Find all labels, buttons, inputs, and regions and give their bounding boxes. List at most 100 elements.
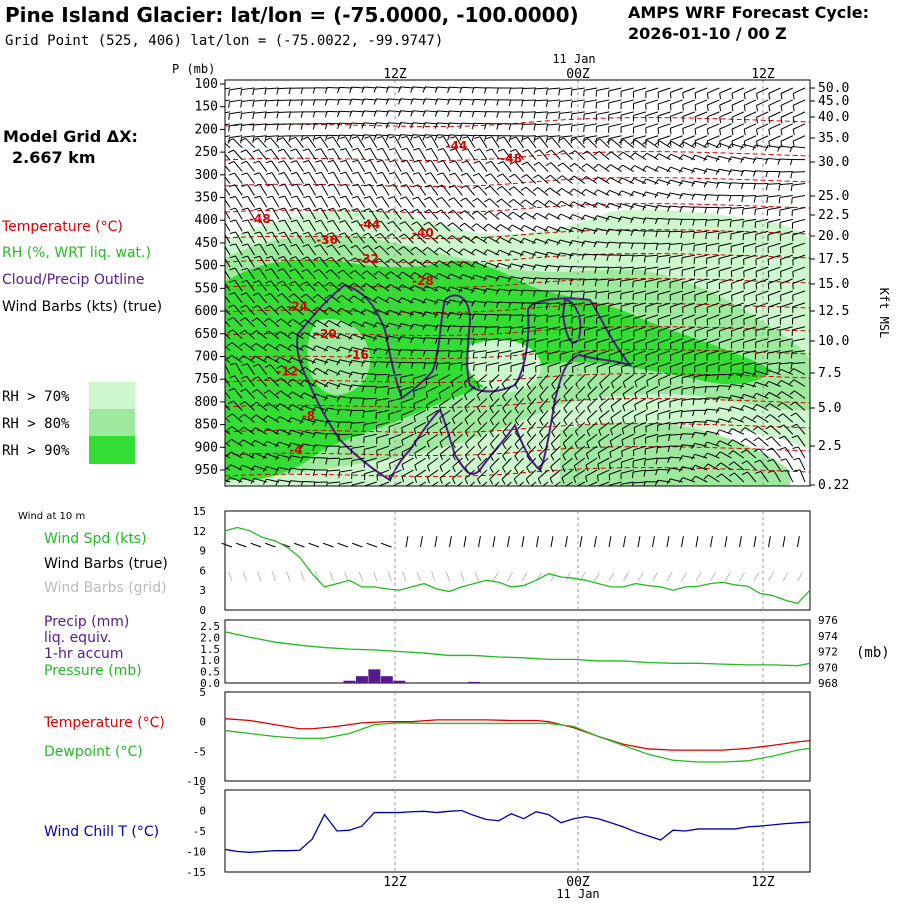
- pressure-tick-100: 100: [195, 77, 218, 92]
- pressure-tick-300: 300: [195, 168, 218, 183]
- height-tick-15: 0.22: [818, 478, 849, 493]
- wind-barb-flag: [694, 377, 695, 383]
- wind-barb-flag: [683, 140, 684, 146]
- wind-barb-shaft: [462, 123, 475, 124]
- height-tick-labels: 50.045.040.035.030.025.022.520.017.515.0…: [810, 81, 849, 493]
- wind-barb-flag: [229, 90, 230, 96]
- pressure-tick-650: 650: [195, 327, 218, 342]
- wind-barb-flag: [584, 305, 585, 311]
- wind-barb-shaft: [278, 112, 291, 113]
- wind-tick-9: 9: [199, 545, 206, 558]
- wind-barb-flag: [550, 490, 552, 496]
- wind-barb-shaft: [511, 315, 524, 316]
- wind-barb-flag: [218, 363, 224, 364]
- wind-barb-flag: [377, 487, 378, 493]
- wind-barb-flag: [229, 126, 230, 132]
- wind-barb-grid: [287, 572, 290, 581]
- temperature-label: -44: [359, 218, 381, 232]
- pressure-tick-600: 600: [195, 304, 218, 319]
- wind-barb-flag: [216, 162, 221, 165]
- precip-bar: [343, 681, 355, 683]
- pressure-tick-800: 800: [195, 395, 218, 410]
- wind-barb-shaft: [743, 195, 756, 196]
- legend-rh70: RH > 70%: [2, 389, 70, 405]
- wind-barb-flag: [620, 281, 621, 287]
- wind-barb-grid: [566, 572, 571, 581]
- wind-barb-shaft: [352, 398, 365, 399]
- wind-barb-flag: [486, 353, 487, 359]
- wind-barb-10m: [236, 543, 246, 547]
- wind-barb-flag: [229, 114, 230, 120]
- temp-ticks: 50-5-10: [186, 686, 206, 788]
- wind-barb-flag: [339, 484, 340, 490]
- wind-barb-flag: [755, 365, 756, 371]
- wind-barb-flag: [779, 197, 780, 203]
- liq-label: liq. equiv.: [44, 630, 111, 646]
- wind-barb-grid: [522, 572, 527, 581]
- wind-barb-shaft: [278, 100, 291, 101]
- wind-barb-flag: [755, 209, 756, 215]
- wind-barb-shaft: [462, 99, 475, 100]
- wind-barb-flag: [514, 491, 517, 496]
- wind-barb-10m: [667, 536, 669, 547]
- height-tick-10: 12.5: [818, 304, 849, 319]
- wind-barb-shaft: [339, 87, 352, 88]
- pressure-tick-200: 200: [195, 122, 218, 137]
- wind-barb-shaft: [645, 470, 658, 471]
- wind-barb-flag: [351, 448, 352, 454]
- wind-barb-flag: [217, 138, 218, 144]
- wind-barb-flag: [683, 117, 684, 123]
- pressure-tick-970: 970: [818, 661, 838, 674]
- wind-barb-flag: [732, 295, 733, 301]
- wind-barb-flag: [584, 90, 585, 96]
- wind-barb-flag: [743, 222, 744, 228]
- cross-section-plot: -44-48-48-44-40-36-32-28-24-20-16-12-8-4: [214, 80, 810, 496]
- wind-barb-flag: [584, 102, 585, 108]
- legend-swatch-rh70: [89, 382, 135, 410]
- model-grid-label: Model Grid ΔX:: [3, 127, 138, 146]
- wind-barb-flag: [634, 439, 635, 445]
- wind-barb-flag: [657, 436, 658, 442]
- wind-barb-flag: [461, 365, 462, 371]
- wind-barb-10m: [367, 543, 377, 547]
- temperature-label: -20: [315, 327, 337, 341]
- wind-barb-grid: [667, 572, 672, 581]
- wind-barb-shaft: [462, 87, 475, 88]
- wind-barb-flag: [658, 391, 659, 397]
- wind-barb-flag: [634, 355, 635, 361]
- dewpoint-label: Dewpoint (°C): [44, 744, 143, 760]
- temp-tick-0: 0: [199, 716, 206, 729]
- pressure-tick-350: 350: [195, 191, 218, 206]
- wind-barb-flag: [215, 342, 220, 345]
- wind-barb-flag: [719, 307, 720, 313]
- wind-barb-grid: [740, 572, 745, 581]
- wind-barb-flag: [535, 329, 536, 335]
- wind-barb-10m: [464, 536, 466, 547]
- wind-barb-shaft: [474, 99, 487, 100]
- height-tick-4: 30.0: [818, 155, 849, 170]
- precip-bar: [468, 682, 480, 683]
- wind-tick-6: 6: [199, 564, 206, 577]
- wind-barb-shaft: [364, 398, 377, 399]
- cycle-value: 2026-01-10 / 00 Z: [628, 24, 787, 43]
- wind-barb-10m: [406, 536, 408, 547]
- wind-barb-grid: [754, 572, 759, 581]
- wind-barb-shaft: [413, 350, 426, 351]
- wind-barb-10m: [566, 536, 568, 547]
- wind-barb-10m: [508, 536, 510, 547]
- temp-panel-frame: [225, 692, 810, 781]
- wind-barb-flag: [414, 391, 415, 397]
- wind-barb-flag: [584, 126, 585, 132]
- wind-tick-12: 12: [193, 525, 206, 538]
- precip-bar: [381, 676, 393, 683]
- temperature-label: -16: [347, 348, 369, 362]
- wind-barb-flag: [218, 232, 224, 234]
- wind-barb-flag: [670, 343, 671, 349]
- wind-barb-grid: [272, 572, 275, 581]
- wind-barb-grid: [301, 572, 304, 581]
- wind-barb-flag: [377, 463, 378, 469]
- pressure-label: Pressure (mb): [44, 663, 142, 679]
- wind-barb-10m: [338, 543, 348, 547]
- wind-barb-flag: [781, 283, 782, 289]
- header-title: Pine Island Glacier: lat/lon = (-75.0000…: [5, 3, 579, 27]
